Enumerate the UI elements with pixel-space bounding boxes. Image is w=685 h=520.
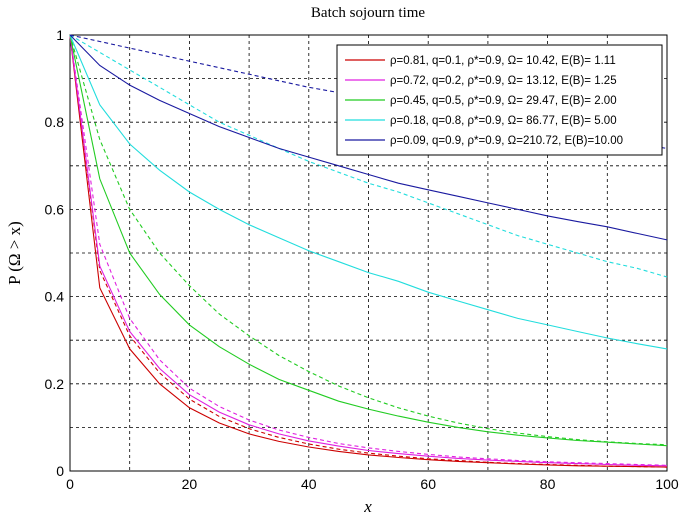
x-tick-label: 60 [420,476,436,492]
legend-label: ρ=0.45, q=0.5, ρ*=0.9, Ω= 29.47, E(B)= 2… [390,95,617,107]
series-layer [69,34,668,468]
x-tick-label: 40 [301,476,317,492]
y-tick-label: 0 [56,463,64,479]
series-line-4-dashed [69,34,668,466]
x-tick-label: 20 [182,476,198,492]
legend-label: ρ=0.09, q=0.9, ρ*=0.9, Ω=210.72, E(B)=10… [390,135,623,147]
x-tick-label: 100 [655,476,679,492]
legend-box [336,44,663,156]
y-tick-labels: 0 0.2 0.4 0.6 0.8 1 [45,27,65,479]
plot-frame [69,34,668,472]
series-line-5-solid [69,34,668,447]
y-tick-label: 0.2 [45,376,65,392]
series-line-7-solid [69,34,668,350]
chart-title: Batch sojourn time [311,5,425,21]
y-tick-label: 0.6 [45,201,65,217]
y-tick-label: 1 [56,27,64,43]
legend-label: ρ=0.72, q=0.2, ρ*=0.9, Ω= 13.12, E(B)= 1… [390,75,617,87]
x-tick-labels: 0 20 40 60 80 100 [66,476,679,492]
series-line-3-solid [69,34,668,467]
x-axis-label: x [363,497,372,516]
legend-label: ρ=0.81, q=0.1, ρ*=0.9, Ω= 10.42, E(B)= 1… [390,55,616,67]
series-line-6-dashed [69,34,668,446]
series-line-2-dashed [69,34,668,468]
y-tick-label: 0.4 [45,289,65,305]
series-line-8-dashed [69,34,668,278]
series-line-9-solid [69,34,668,241]
legend-label: ρ=0.18, q=0.8, ρ*=0.9, Ω= 86.77, E(B)= 5… [390,115,617,127]
y-tick-label: 0.8 [45,114,65,130]
legend: ρ=0.81, q=0.1, ρ*=0.9, Ω= 10.42, E(B)= 1… [336,44,663,156]
x-tick-label: 80 [540,476,556,492]
x-tick-label: 0 [66,476,74,492]
y-axis-label: P (Ω > x) [5,221,24,285]
